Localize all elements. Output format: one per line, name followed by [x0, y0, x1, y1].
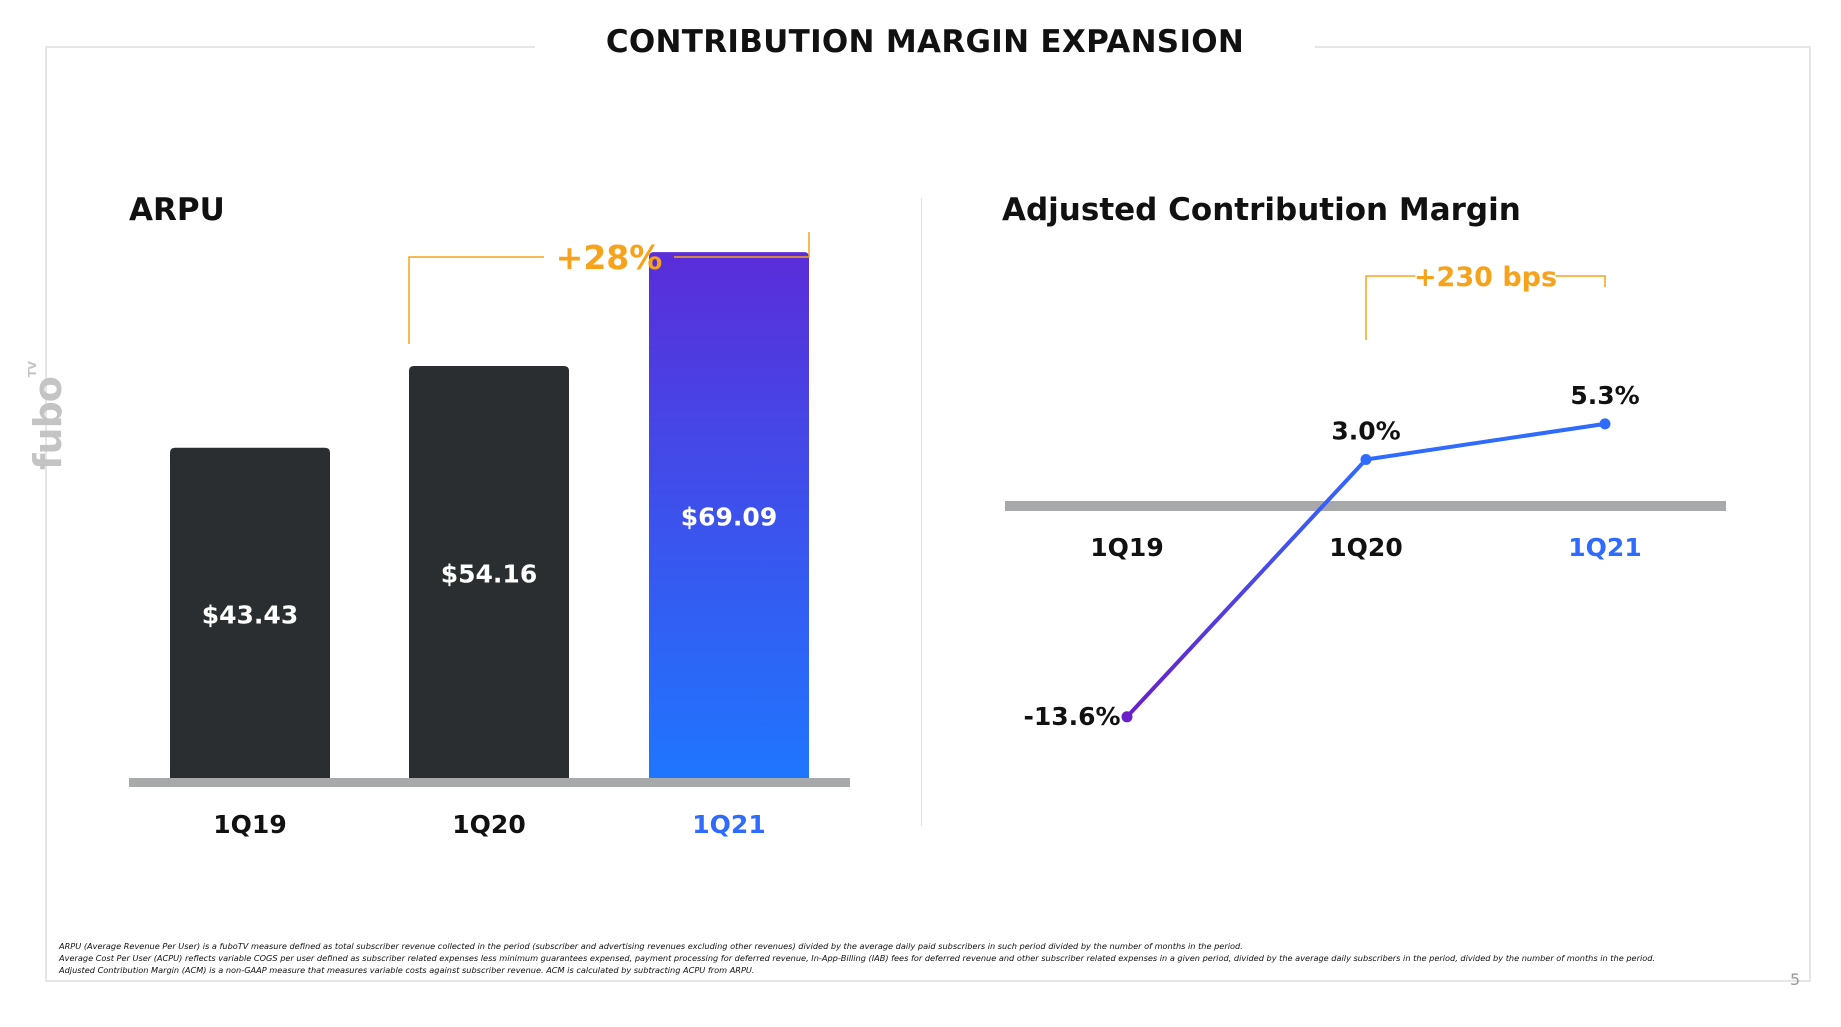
bar-value-label-1Q19: $43.43: [202, 600, 298, 629]
acm-chart-title: Adjusted Contribution Margin: [1002, 192, 1521, 228]
bar-1Q19: [170, 447, 330, 779]
footnotes: ARPU (Average Revenue Per User) is a fub…: [59, 940, 1789, 976]
footnote-acm: Adjusted Contribution Margin (ACM) is a …: [59, 965, 755, 975]
bar-value-label-1Q21: $69.09: [681, 503, 777, 532]
footnote-arpu: ARPU (Average Revenue Per User) is a fub…: [59, 941, 1243, 951]
arpu-chart-title: ARPU: [129, 192, 225, 228]
bar-value-label-1Q20: $54.16: [441, 559, 537, 588]
growth-bracket-left: [408, 256, 544, 344]
footnote-acpu: Average Cost Per User (ACPU) reflects va…: [59, 953, 1656, 963]
bar-1Q20: [409, 365, 569, 779]
x-tick-label-1Q19: 1Q19: [213, 810, 286, 839]
growth-bracket-right: [674, 232, 810, 258]
x-tick-label-1Q21: 1Q21: [692, 810, 765, 839]
panel-divider: [921, 198, 922, 826]
bar-1Q21: [649, 252, 809, 779]
x-axis-baseline: [129, 778, 850, 787]
slide-title: CONTRIBUTION MARGIN EXPANSION: [605, 24, 1245, 60]
x-tick-label-1Q20: 1Q20: [452, 810, 525, 839]
growth-annotation: +28%: [556, 238, 663, 277]
page-number: 5: [1790, 970, 1801, 989]
title-background: [535, 20, 1315, 80]
